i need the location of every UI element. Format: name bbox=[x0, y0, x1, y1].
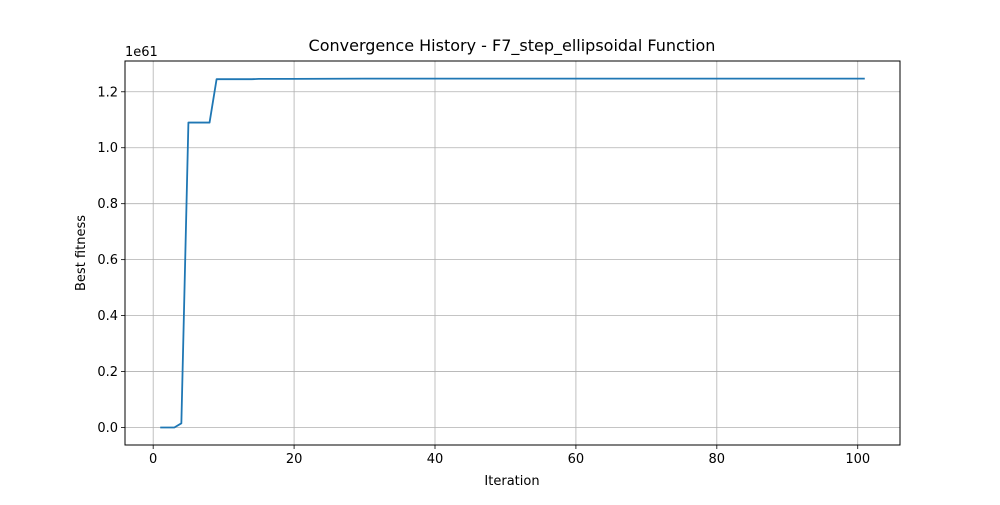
x-tick-label: 20 bbox=[286, 452, 303, 467]
chart-title: Convergence History - F7_step_ellipsoida… bbox=[309, 36, 716, 56]
y-offset-label: 1e61 bbox=[125, 45, 158, 60]
x-axis: 0 20 40 60 80 100 bbox=[149, 445, 870, 467]
grid bbox=[125, 61, 900, 445]
plot-frame bbox=[124, 60, 901, 446]
y-tick-label: 0.0 bbox=[97, 421, 118, 436]
x-tick-label: 0 bbox=[149, 452, 157, 467]
y-tick-label: 0.4 bbox=[97, 309, 118, 324]
y-tick-label: 0.6 bbox=[97, 253, 118, 268]
y-tick-label: 1.2 bbox=[97, 85, 118, 100]
x-tick-label: 40 bbox=[427, 452, 444, 467]
x-tick-label: 80 bbox=[709, 452, 726, 467]
x-tick-label: 60 bbox=[568, 452, 585, 467]
y-tick-label: 0.8 bbox=[97, 197, 118, 212]
x-tick-label: 100 bbox=[845, 452, 870, 467]
y-axis: 0.0 0.2 0.4 0.6 0.8 1.0 1.2 bbox=[97, 85, 125, 436]
y-tick-label: 0.2 bbox=[97, 365, 118, 380]
series-layer bbox=[160, 77, 865, 429]
y-axis-label: Best fitness bbox=[74, 215, 89, 291]
x-axis-label: Iteration bbox=[484, 474, 539, 489]
series-line bbox=[160, 77, 865, 429]
y-tick-label: 1.0 bbox=[97, 141, 118, 156]
